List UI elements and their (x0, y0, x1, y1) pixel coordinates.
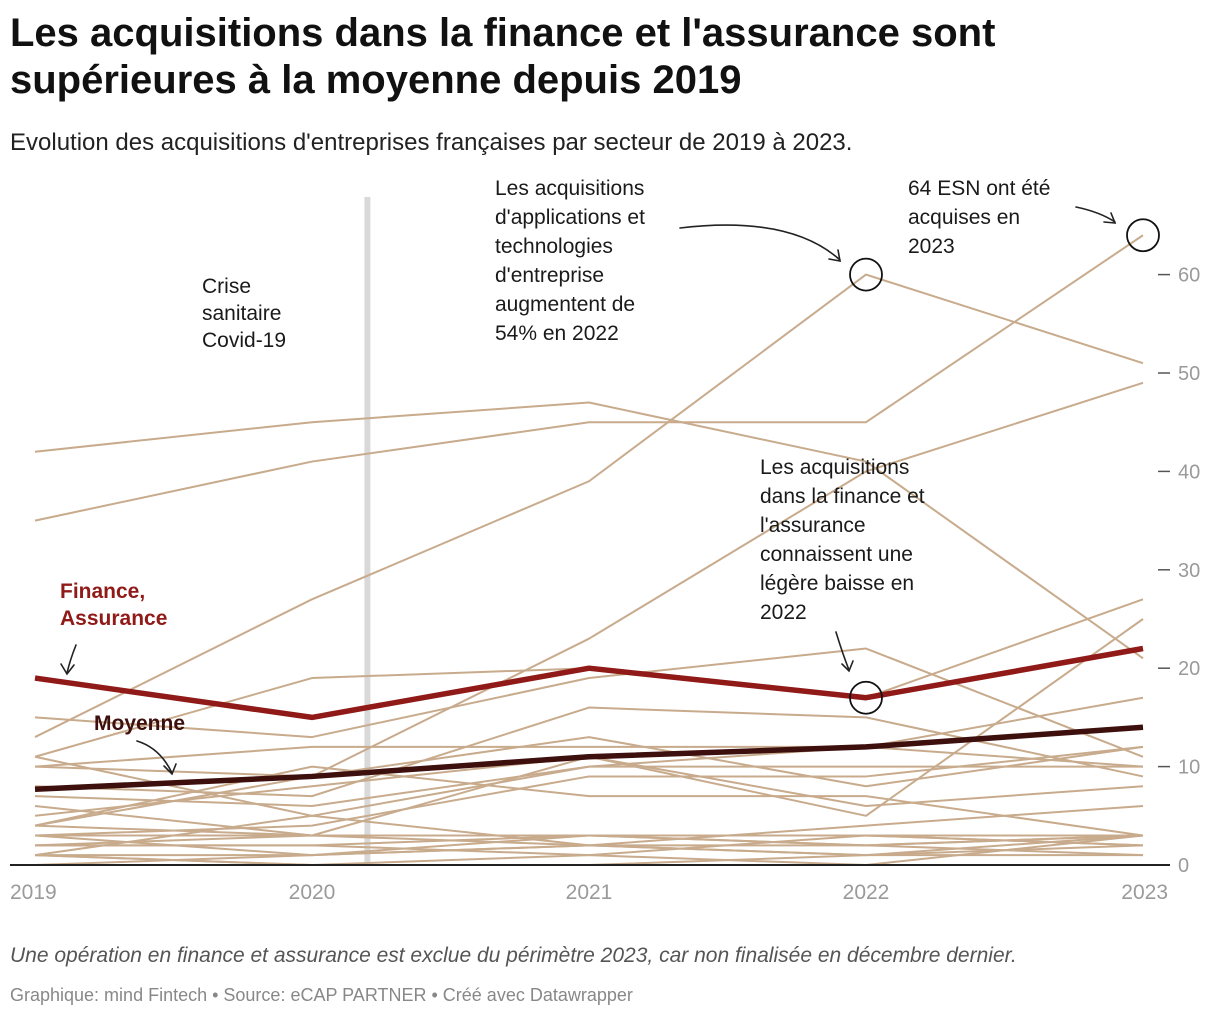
apps-tech-annotation: Les acquisitions d'applications et technol… (495, 177, 645, 345)
finance-dip-annotation: Les acquisitions dans la finance et l'assu… (760, 456, 925, 624)
covid-annotation-line: sanitaire (202, 302, 281, 325)
finance-dip-annotation-line: légère baisse en (760, 572, 914, 595)
annotation-target-circle (849, 257, 883, 292)
finance-dip-arrow-head (841, 660, 854, 673)
annotation-target-circle (849, 680, 883, 715)
apps-tech-annotation-line: technologies (495, 235, 613, 258)
apps-tech-annotation-line: Les acquisitions (495, 177, 644, 200)
chart-subtitle: Evolution des acquisitions d'entreprises… (10, 129, 853, 156)
sector-series-line (34, 765, 1144, 837)
annotation-target-circle (1126, 218, 1160, 253)
average-series-label-line: Moyenne (94, 712, 185, 735)
y-tick-label: 50 (1178, 363, 1200, 385)
sector-series-line (34, 834, 1144, 866)
sector-series-line (34, 706, 1144, 798)
finance-series-line (34, 645, 1144, 721)
sector-series-line (34, 824, 1144, 847)
finance-dip-annotation-line: 2022 (760, 601, 807, 624)
sector-series-line (34, 745, 1144, 768)
esn-annotation: 64 ESN ont été acquises en 2023 (908, 177, 1050, 258)
y-tick-label: 10 (1178, 757, 1200, 779)
sector-series-line (34, 834, 1143, 857)
esn-annotation-line: acquises en (908, 206, 1020, 229)
esn-annotation-line: 64 ESN ont été (908, 177, 1050, 200)
sector-series-line (34, 401, 1144, 660)
apps-tech-annotation-line: d'entreprise (495, 264, 604, 287)
finance-dip-annotation-line: dans la finance et (760, 485, 925, 508)
finance-dip-annotation-line: l'assurance (760, 514, 866, 537)
finance-series-label-line: Assurance (60, 607, 167, 630)
y-tick-label: 40 (1178, 461, 1200, 483)
chart-byline: Graphique: mind Fintech • Source: eCAP P… (10, 985, 633, 1005)
esn-arrow-head (1103, 212, 1117, 224)
average-label-arrow (136, 740, 173, 774)
finance-dip-annotation-line: connaissent une (760, 543, 913, 566)
esn-annotation-line: 2023 (908, 235, 955, 258)
x-tick-label: 2021 (566, 881, 613, 904)
covid-annotation: Crise sanitaire Covid-19 (202, 275, 286, 352)
y-tick-label: 30 (1178, 560, 1200, 582)
finance-dip-arrow (835, 631, 850, 671)
finance-dip-annotation-line: Les acquisitions (760, 456, 909, 479)
finance-series-label: Finance, Assurance (60, 580, 167, 630)
covid-annotation-line: Covid-19 (202, 329, 286, 352)
finance-label-arrow (66, 644, 77, 674)
chart-notes: Une opération en finance et assurance es… (10, 944, 1017, 967)
x-tick-label: 2019 (10, 881, 57, 904)
average-label-arrow-head (163, 763, 177, 776)
y-tick-label: 20 (1178, 658, 1200, 680)
line-chart: 0 10 20 30 40 50 60 2019 2020 2021 2022 2023 Financ… (10, 177, 1200, 904)
sector-series-line (34, 273, 1144, 738)
apps-tech-annotation-line: 54% en 2022 (495, 322, 619, 345)
apps-tech-annotation-line: augmentent de (495, 293, 635, 316)
covid-annotation-line: Crise (202, 275, 251, 298)
sector-series-line (34, 736, 1144, 788)
average-series-label: Moyenne (94, 712, 185, 735)
sector-series-line (34, 647, 1144, 758)
average-series-line (34, 724, 1144, 792)
esn-arrow (1075, 206, 1116, 223)
x-tick-label: 2022 (843, 881, 890, 904)
finance-series-label-line: Finance, (60, 580, 145, 603)
chart-title: Les acquisitions dans la finance et l'as… (10, 11, 996, 102)
x-tick-label: 2020 (289, 881, 336, 904)
y-tick-label: 0 (1178, 855, 1189, 877)
apps-tech-annotation-line: d'applications et (495, 206, 645, 229)
apps-tech-arrow-head (828, 249, 841, 262)
sector-series-line (34, 234, 1144, 522)
sector-series-line (34, 618, 1144, 817)
finance-label-arrow-head (60, 663, 75, 676)
apps-tech-arrow (679, 224, 841, 261)
x-tick-label: 2023 (1121, 881, 1168, 904)
y-tick-label: 60 (1178, 265, 1200, 287)
